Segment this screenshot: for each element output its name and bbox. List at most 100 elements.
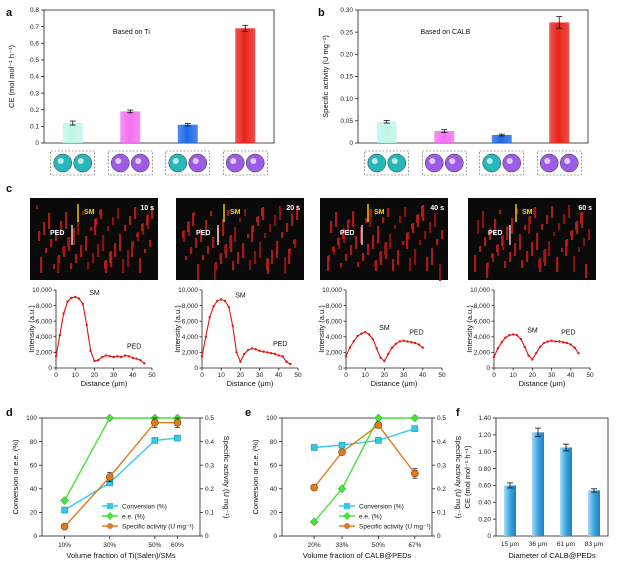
panel-label-f: f	[456, 407, 460, 419]
profile-point	[546, 340, 549, 343]
particle-highlight-icon	[57, 158, 64, 164]
x-tick-label: 10	[362, 372, 370, 379]
y-tick-label: 1.00	[478, 449, 491, 456]
heatmap-spike	[43, 222, 46, 235]
y-tick-label: 4,000	[182, 334, 199, 341]
y2-tick-label: 0.5	[437, 415, 446, 422]
x-tick-label: 50%	[148, 542, 161, 549]
heatmap-spike	[404, 207, 407, 217]
heatmap-spike	[288, 249, 291, 264]
heatmap-spike	[519, 234, 522, 250]
profile-ped-label: PED	[409, 329, 423, 336]
profile-point	[258, 349, 261, 353]
y-tick-label: 0.1	[30, 124, 39, 131]
profile-point	[406, 340, 409, 343]
heatmap-spike	[504, 261, 507, 268]
profile-sm-label: SM	[235, 292, 246, 299]
data-point-circle	[411, 469, 419, 478]
data-point-square	[338, 441, 346, 449]
profile-point	[379, 356, 382, 360]
profile-point	[281, 355, 284, 358]
bar	[235, 28, 256, 144]
heatmap-spike	[187, 222, 190, 232]
heatmap-spike	[389, 234, 392, 249]
profile-point	[515, 334, 519, 337]
x-tick-label: 50	[438, 372, 446, 379]
x-tick-label: 0	[492, 372, 496, 379]
heatmap-spike	[528, 217, 531, 234]
profile-point	[239, 360, 242, 363]
profile-point	[204, 335, 208, 338]
profile-point	[512, 333, 515, 336]
y2-axis-label: Specific activity (U mg⁻¹)	[454, 436, 463, 519]
profile-point	[266, 351, 269, 354]
data-point-square	[310, 444, 318, 451]
heatmap-spike	[80, 245, 83, 257]
y-tick-label: 2,000	[182, 350, 199, 357]
profile-point	[235, 351, 238, 354]
heatmap-spike	[242, 243, 245, 258]
heatmap-spike	[436, 239, 439, 245]
heatmap-spike	[553, 232, 556, 236]
profile-point	[558, 340, 561, 343]
heatmap-spike	[87, 262, 90, 269]
heatmap-spike	[117, 208, 120, 219]
profile-point	[542, 341, 546, 345]
heatmap-spike	[541, 224, 544, 230]
x-tick-label: 40	[275, 372, 283, 379]
heatmap-spike	[548, 241, 551, 256]
heatmap-spike	[538, 259, 541, 268]
heatmap-spike	[570, 231, 573, 236]
x-tick-label: 10	[218, 372, 226, 379]
heatmap-spike	[531, 242, 534, 256]
profile-point	[85, 323, 88, 327]
heatmap-time-label: 40 s	[430, 205, 444, 212]
y-tick-label: 40	[30, 486, 38, 493]
y-axis-label: Intensity (a.u.)	[317, 305, 326, 353]
y-axis-label: Intensity (a.u.)	[173, 305, 182, 353]
heatmap-spike	[284, 257, 287, 274]
particle-highlight-icon	[486, 158, 493, 164]
x-tick-label: 20	[91, 372, 99, 379]
heatmap-spike	[254, 251, 257, 264]
chart-c-heatmaps-profiles: 10 s SM PED 0 2,000 4,000 6,000 8,000 10,000 0 10 2…	[27, 198, 596, 388]
profile-point	[554, 340, 557, 343]
heatmap-spike	[357, 262, 360, 267]
chart-b-specific-activity-calb: 0 0.05 0.10 0.15 0.20 0.25 0.30 Specific activi…	[321, 7, 589, 176]
profile-point	[569, 343, 572, 346]
data-point-diamond	[60, 496, 69, 505]
x-tick-label: 50	[586, 372, 594, 379]
heatmap-spike	[276, 241, 279, 258]
chart-annotation: Based on CALB	[420, 29, 470, 36]
x-tick-label: 15 μm	[501, 541, 519, 548]
data-point-diamond	[410, 413, 420, 423]
heatmap-sm-label: SM	[230, 209, 241, 216]
data-point-circle	[338, 448, 346, 457]
x-tick-label: 0	[54, 372, 58, 379]
profile-point	[285, 360, 288, 363]
heatmap-time-label: 10 s	[140, 205, 154, 212]
heatmap-spike	[200, 229, 203, 242]
heatmap-spike	[202, 255, 205, 260]
panel-label-b: b	[318, 7, 325, 19]
heatmap-spike	[489, 228, 492, 240]
profile-point	[417, 343, 421, 346]
legend-entry: Specific activity (U mg⁻¹)	[359, 523, 431, 530]
profile-point	[352, 340, 355, 343]
y-tick-label: 6,000	[36, 318, 53, 325]
y-tick-label: 0	[338, 365, 342, 372]
heatmap-spike	[114, 243, 117, 257]
heatmap-spike	[374, 261, 377, 267]
profile-point	[227, 305, 231, 309]
heatmap-spike	[491, 254, 494, 258]
x-tick-label: 20	[529, 372, 537, 379]
profile-point	[531, 358, 534, 361]
heatmap-ped-label: PED	[50, 230, 64, 237]
heatmap-spike	[90, 227, 93, 231]
heatmap-spike	[192, 213, 195, 226]
heatmap-spike	[249, 260, 252, 270]
heatmap-spike	[36, 205, 39, 209]
heatmap-spike	[38, 231, 41, 241]
heatmap-spike	[237, 252, 240, 264]
profile-sm-label: SM	[89, 290, 100, 297]
